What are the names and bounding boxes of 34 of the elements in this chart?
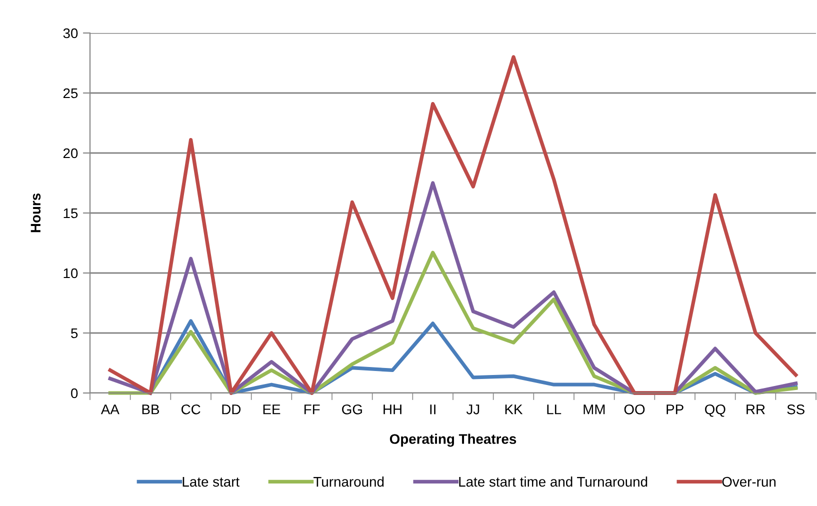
y-tick-label: 30: [63, 28, 78, 38]
x-tick-label: II: [430, 404, 436, 414]
x-tick-label: BB: [142, 404, 160, 414]
x-tick-label: LL: [547, 404, 562, 414]
x-tick-label: PP: [666, 404, 684, 414]
x-tick-label: DD: [222, 404, 241, 414]
y-tick-label: 5: [71, 328, 78, 338]
x-tick-label: SS: [787, 404, 804, 414]
x-tick-label: QQ: [705, 404, 726, 417]
x-tick-label: AA: [100, 404, 120, 414]
y-tick-label: 0: [71, 388, 78, 398]
x-tick-label: FF: [304, 404, 320, 414]
legend-label: Turnaround: [314, 476, 384, 487]
legend-label: Late start: [182, 477, 240, 487]
x-tick-label: MM: [584, 404, 605, 414]
x-tick-label: JJ: [466, 404, 480, 414]
x-tick-label: RR: [746, 404, 765, 414]
line-series: [108, 181, 798, 395]
legend-label: Over-run: [722, 476, 776, 487]
x-axis-title: Operating Theatres: [390, 434, 516, 447]
x-tick-label: GG: [342, 404, 362, 414]
y-tick-label: 10: [64, 268, 78, 278]
y-tick-label: 20: [63, 148, 78, 158]
y-tick-label: 15: [64, 208, 78, 218]
y-axis-title: Hours: [30, 194, 41, 232]
x-tick-label: CC: [182, 404, 200, 414]
x-tick-label: OO: [624, 404, 645, 414]
x-tick-label: HH: [384, 404, 402, 414]
legend-label: Late start time and Turnaround: [459, 476, 648, 487]
x-tick-label: EE: [263, 404, 280, 414]
y-tick-label: 25: [63, 88, 78, 98]
line-series: [108, 55, 798, 395]
line-series: [108, 250, 798, 395]
x-tick-label: KK: [505, 404, 523, 414]
